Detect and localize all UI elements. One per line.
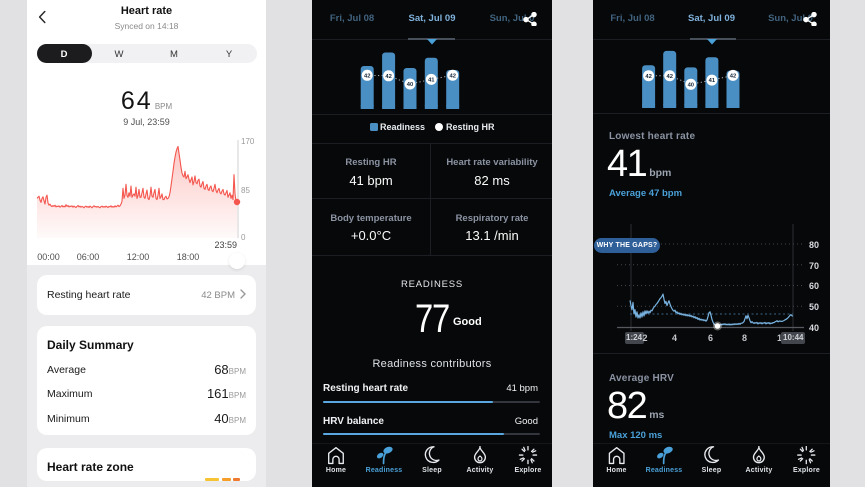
svg-text:42: 42 xyxy=(666,74,672,80)
svg-text:42: 42 xyxy=(730,74,736,80)
svg-text:42: 42 xyxy=(645,74,651,80)
svg-text:42: 42 xyxy=(449,73,455,79)
svg-text:42: 42 xyxy=(385,74,391,80)
svg-text:41: 41 xyxy=(709,78,716,84)
svg-text:40: 40 xyxy=(407,82,413,88)
svg-text:40: 40 xyxy=(688,82,694,88)
svg-text:42: 42 xyxy=(364,73,370,79)
svg-text:41: 41 xyxy=(428,78,435,84)
